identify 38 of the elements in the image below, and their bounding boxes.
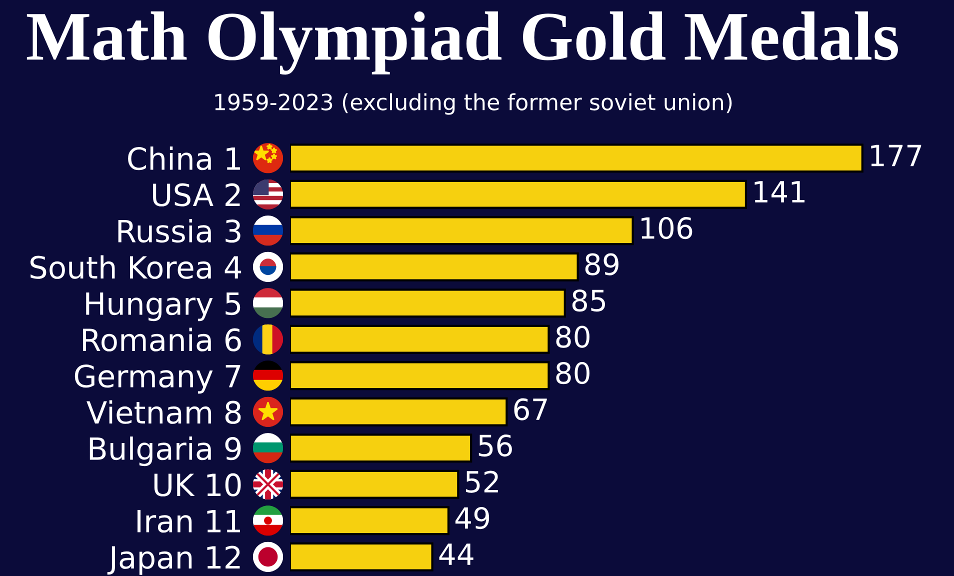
data-label: 177 [871,144,922,166]
data-label: 56 [478,434,512,457]
data-label: 85 [572,290,605,312]
y-tick-label: South Korea 4 [30,255,242,279]
data-label: 106 [642,217,692,240]
data-label: 89 [585,253,618,276]
y-tick-label: Romania 6 [83,328,241,352]
y-tick-label: Japan 12 [107,546,240,575]
y-tick-label: Hungary 5 [86,292,240,322]
y-tick-label: Russia 3 [118,219,240,243]
bar [290,288,566,318]
bar [290,216,634,246]
bar [290,542,434,572]
chart-subtitle: 1959-2023 (excluding the former soviet union) [215,93,732,115]
bar [290,324,550,354]
data-label: 80 [556,326,590,348]
data-label: 49 [455,507,490,530]
y-tick-label: Bulgaria 9 [90,436,241,466]
bar [290,252,579,282]
bar [290,144,864,173]
data-label: 52 [466,470,498,493]
bar [290,180,748,209]
bar [290,361,550,390]
bar [290,397,508,426]
data-label: 80 [556,362,590,384]
bar [290,434,472,463]
chart-title: Math Olympiad Gold Medals [26,11,898,75]
y-tick-label: USA 2 [153,183,240,206]
data-label: 141 [754,181,804,202]
y-tick-label: Vietnam 8 [86,400,241,424]
y-tick-label: China 1 [128,146,240,170]
y-tick-label: Germany 7 [74,364,240,394]
y-tick-label: Iran 11 [138,510,240,533]
bar [290,470,460,499]
data-label: 44 [439,544,474,565]
data-label: 67 [514,398,547,420]
y-tick-label: UK 10 [154,473,241,496]
bar [290,506,450,536]
